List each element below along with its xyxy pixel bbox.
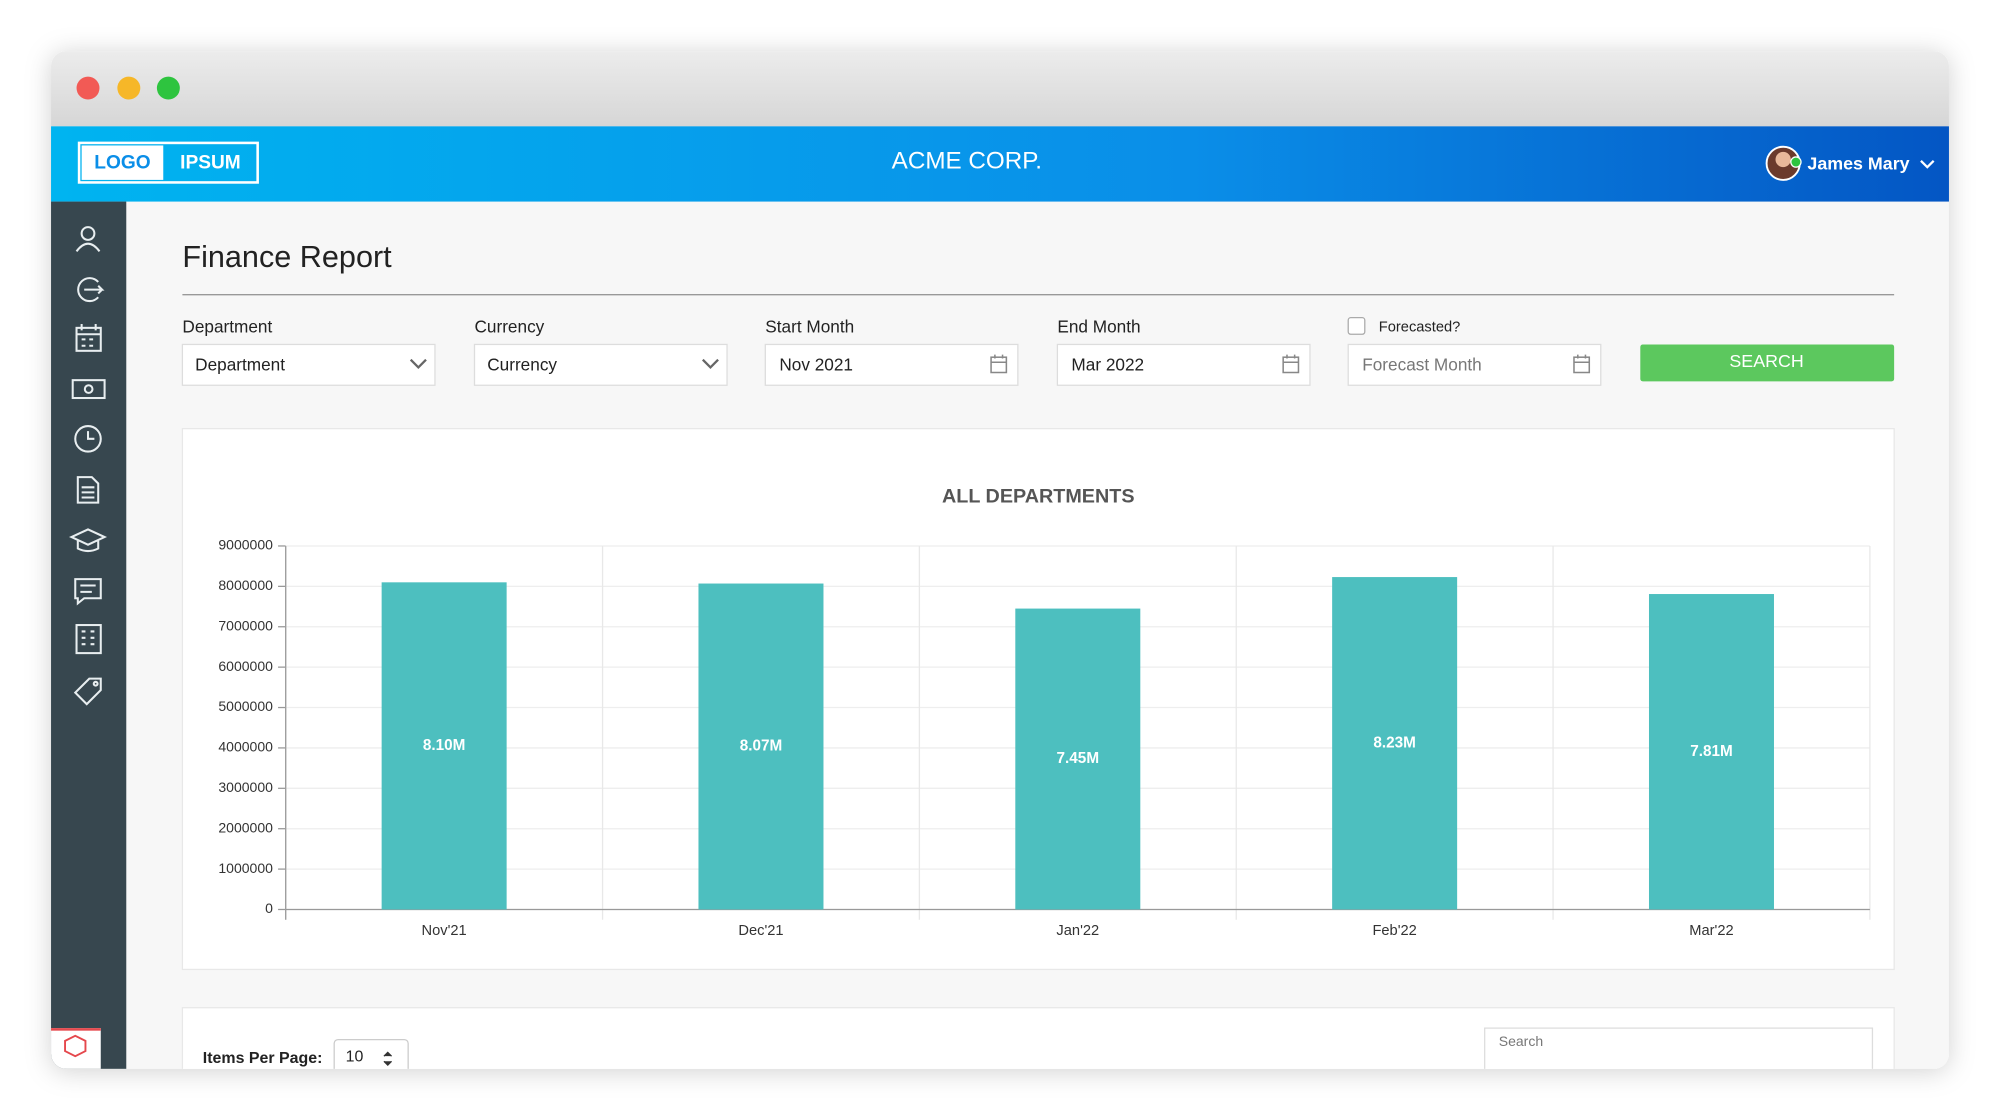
icon-clock[interactable] <box>74 425 102 453</box>
select-arrows <box>383 1051 393 1067</box>
filter-value: Nov 2021 <box>779 355 853 375</box>
icon-user[interactable] <box>75 226 101 252</box>
logo-text: LOGO <box>94 152 150 173</box>
title-bar <box>51 51 1949 127</box>
calendar-icon-lines <box>991 354 1007 364</box>
logo[interactable] <box>77 141 259 184</box>
forecast-placeholder: Forecast Month <box>1362 355 1482 375</box>
sidebar-footer-icon[interactable] <box>64 1034 87 1058</box>
logo-text: IPSUM <box>180 152 241 173</box>
x-tick-label: Jan'22 <box>1056 923 1099 939</box>
bar <box>1332 577 1458 910</box>
y-tick-label: 9000000 <box>218 537 273 553</box>
bar <box>1648 594 1774 910</box>
filter-input[interactable] <box>181 343 436 386</box>
company-name: ACME CORP. <box>892 147 1042 174</box>
y-tick-label: 8000000 <box>218 577 273 593</box>
icon-chat[interactable] <box>74 578 102 606</box>
search-button[interactable] <box>1640 344 1895 382</box>
page-title: Finance Report <box>182 240 392 274</box>
bar <box>698 583 824 910</box>
filter-value: Mar 2022 <box>1071 355 1144 375</box>
bar <box>1015 608 1141 910</box>
filter-label: End Month <box>1057 316 1140 336</box>
items-per-page-label: Items Per Page: <box>203 1050 323 1067</box>
filter-label: Department <box>182 316 272 336</box>
icon-logout[interactable] <box>77 277 105 303</box>
calendar-icon <box>1282 356 1300 374</box>
forecast-checkbox[interactable] <box>1347 317 1366 335</box>
logo-left <box>81 145 164 180</box>
filter-value: Department <box>195 355 285 375</box>
calendar-icon-lines <box>1283 354 1299 364</box>
icon-education[interactable] <box>68 528 108 553</box>
bar <box>381 582 507 910</box>
calendar-icon <box>1573 354 1591 374</box>
bar-value-label: 7.81M <box>1690 743 1733 760</box>
close-button[interactable] <box>76 76 100 100</box>
user-menu-chevron[interactable] <box>1920 159 1935 169</box>
filter-input[interactable] <box>473 343 728 386</box>
sidebar <box>51 201 127 1069</box>
filter-label: Start Month <box>765 316 854 336</box>
items-per-page-select[interactable] <box>333 1038 409 1078</box>
sidebar-footer-accent <box>51 1028 101 1031</box>
y-tick-label: 1000000 <box>218 860 273 876</box>
y-tick-label: 7000000 <box>218 617 273 633</box>
avatar-face <box>1775 151 1791 168</box>
y-tick-label: 3000000 <box>218 779 273 795</box>
y-tick-label: 4000000 <box>218 739 273 755</box>
items-per-page-value: 10 <box>346 1049 364 1066</box>
bar-value-label: 8.07M <box>740 738 783 755</box>
bar-value-label: 7.45M <box>1057 750 1100 767</box>
search-button-label: SEARCH <box>1729 351 1803 371</box>
icon-tag[interactable] <box>73 677 102 706</box>
filter-input[interactable] <box>764 343 1019 386</box>
sidebar-footer <box>51 1028 101 1069</box>
icon-building[interactable] <box>75 624 102 655</box>
x-tick-label: Mar'22 <box>1689 923 1733 939</box>
x-tick-label: Feb'22 <box>1372 923 1416 939</box>
x-tick-label: Nov'21 <box>422 923 467 939</box>
y-tick-label: 2000000 <box>218 819 273 835</box>
forecast-input[interactable] <box>1347 343 1602 386</box>
filter-label: Currency <box>474 316 544 336</box>
user-name[interactable]: James Mary <box>1807 153 1909 173</box>
window-content: LOGO IPSUM ACME CORP. James Mary Finance… <box>51 51 1949 1079</box>
sidebar-icons <box>68 226 108 706</box>
calendar-icon <box>990 356 1008 374</box>
dropdown-chevron <box>701 358 719 370</box>
maximize-button[interactable] <box>156 76 180 100</box>
minimize-button[interactable] <box>117 76 141 100</box>
dropdown-chevron <box>409 358 427 370</box>
table-search-placeholder: Search <box>1499 1033 1543 1049</box>
forecast-label: Forecasted? <box>1379 320 1460 336</box>
filter-input[interactable] <box>1056 343 1311 386</box>
status-dot <box>1790 156 1802 168</box>
filter-value: Currency <box>487 355 557 375</box>
x-tick-label: Dec'21 <box>738 923 783 939</box>
bar-value-label: 8.23M <box>1373 734 1416 751</box>
header <box>51 126 1949 202</box>
icon-document[interactable] <box>76 476 100 504</box>
bar-value-label: 8.10M <box>423 737 466 754</box>
icon-money[interactable] <box>71 379 106 400</box>
y-tick-label: 5000000 <box>218 698 273 714</box>
chart-title: ALL DEPARTMENTS <box>942 486 1135 508</box>
table-search-input[interactable] <box>1484 1027 1874 1079</box>
icon-calendar[interactable] <box>75 324 102 352</box>
y-tick-label: 0 <box>265 900 273 916</box>
y-tick-label: 6000000 <box>218 658 273 674</box>
